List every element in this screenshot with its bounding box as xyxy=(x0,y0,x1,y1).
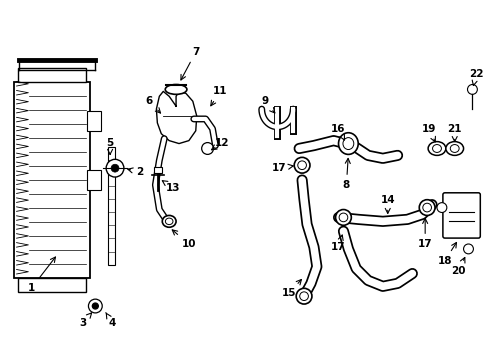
Circle shape xyxy=(111,164,119,172)
Polygon shape xyxy=(156,91,196,144)
Text: 7: 7 xyxy=(181,47,199,80)
Text: 18: 18 xyxy=(437,243,456,266)
Text: 4: 4 xyxy=(105,312,116,328)
Text: 13: 13 xyxy=(162,181,180,193)
Circle shape xyxy=(463,244,472,254)
Circle shape xyxy=(106,159,123,177)
Text: 3: 3 xyxy=(79,313,91,328)
FancyBboxPatch shape xyxy=(14,82,90,278)
Text: 17: 17 xyxy=(417,219,431,249)
Ellipse shape xyxy=(338,133,358,154)
Ellipse shape xyxy=(165,85,186,94)
Ellipse shape xyxy=(445,141,463,156)
Text: 19: 19 xyxy=(421,124,435,142)
Circle shape xyxy=(467,85,476,94)
Ellipse shape xyxy=(418,200,434,215)
FancyBboxPatch shape xyxy=(154,167,162,173)
Text: 14: 14 xyxy=(380,195,394,213)
Ellipse shape xyxy=(335,210,350,225)
Text: 21: 21 xyxy=(447,124,461,141)
Text: 16: 16 xyxy=(330,124,345,140)
FancyBboxPatch shape xyxy=(87,170,101,190)
Circle shape xyxy=(201,143,213,154)
Circle shape xyxy=(92,303,98,309)
Ellipse shape xyxy=(162,215,176,227)
Text: 11: 11 xyxy=(210,86,227,106)
Ellipse shape xyxy=(427,141,445,156)
Text: 1: 1 xyxy=(28,257,55,293)
Text: 17: 17 xyxy=(330,235,345,252)
Text: 9: 9 xyxy=(261,96,274,113)
FancyBboxPatch shape xyxy=(18,278,86,292)
Text: 22: 22 xyxy=(468,69,483,86)
Text: 5: 5 xyxy=(106,138,114,154)
Circle shape xyxy=(436,203,446,212)
Text: 20: 20 xyxy=(450,257,465,276)
FancyBboxPatch shape xyxy=(18,68,86,82)
Circle shape xyxy=(88,299,102,313)
FancyBboxPatch shape xyxy=(108,147,115,265)
FancyBboxPatch shape xyxy=(87,111,101,131)
Text: 17: 17 xyxy=(272,163,293,173)
Ellipse shape xyxy=(294,157,309,173)
FancyBboxPatch shape xyxy=(442,193,479,238)
Text: 15: 15 xyxy=(282,279,301,298)
Text: 6: 6 xyxy=(145,96,160,113)
Text: 8: 8 xyxy=(342,158,349,190)
Text: 12: 12 xyxy=(211,138,229,150)
Text: 10: 10 xyxy=(172,230,196,249)
Text: 2: 2 xyxy=(127,167,143,177)
Ellipse shape xyxy=(296,288,311,304)
